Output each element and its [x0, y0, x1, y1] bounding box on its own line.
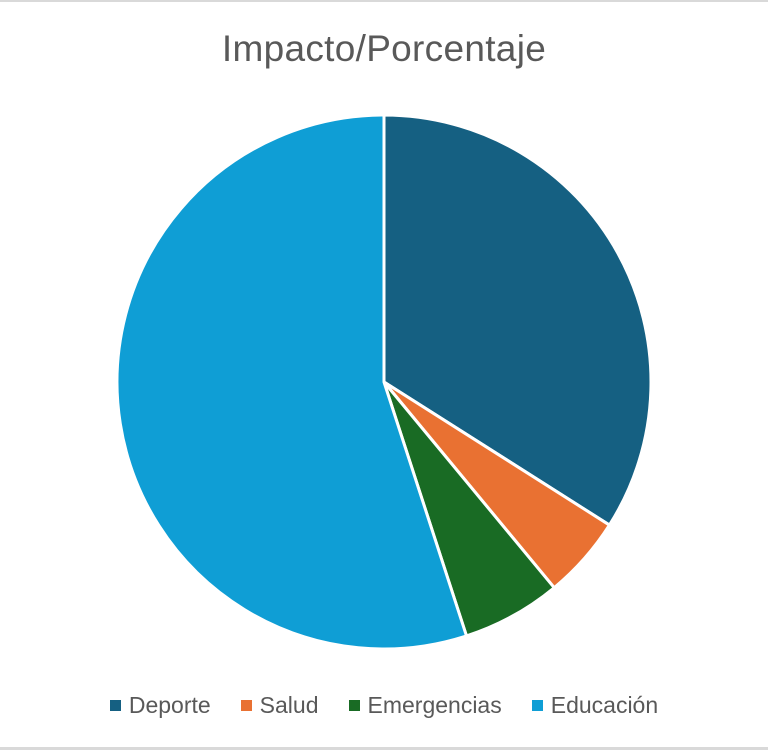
- legend-swatch-icon: [348, 700, 360, 711]
- legend: Deporte Salud Emergencias Educación: [0, 692, 768, 719]
- pie-slice-educacion: [115, 113, 469, 651]
- legend-label: Salud: [259, 692, 319, 718]
- legend-swatch-icon: [109, 700, 121, 711]
- legend-item-emergencias: Emergencias: [348, 692, 502, 719]
- legend-swatch-icon: [531, 700, 543, 711]
- legend-item-deporte: Deporte: [109, 692, 211, 719]
- legend-item-salud: Salud: [240, 692, 319, 719]
- chart-title: Impacto/Porcentaje: [221, 28, 547, 69]
- legend-label: Deporte: [128, 692, 211, 718]
- pie-slice-deporte: [382, 113, 653, 527]
- legend-label: Educación: [550, 692, 659, 718]
- legend-label: Emergencias: [367, 692, 502, 718]
- legend-item-educacion: Educación: [531, 692, 659, 719]
- legend-swatch-icon: [240, 700, 252, 711]
